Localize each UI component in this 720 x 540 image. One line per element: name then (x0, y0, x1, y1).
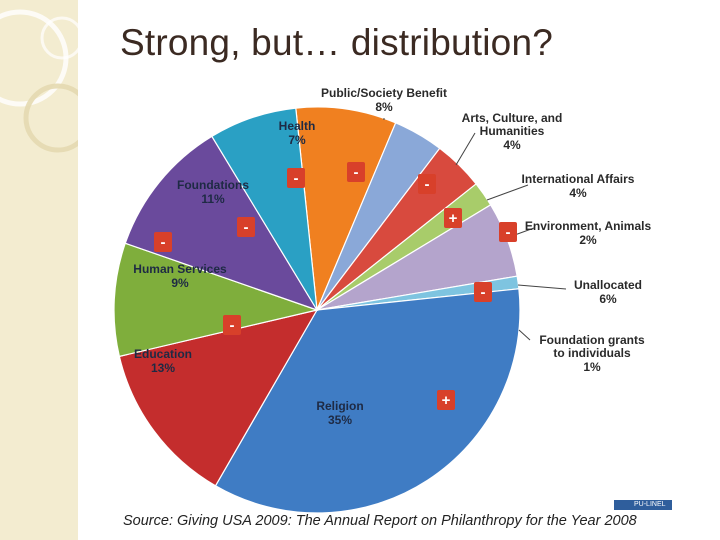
marker-box-arts-culture-and-humanities (418, 174, 436, 194)
slice-value-human-services: 9% (171, 276, 189, 290)
marker-box-foundations (237, 217, 255, 237)
marker-box-health (287, 168, 305, 188)
slice-label-line: Public/Society Benefit (321, 86, 447, 100)
slice-label-public-society-benefit: Public/Society Benefit 8% (321, 86, 447, 114)
slice-value-religion: 35% (328, 413, 352, 427)
decorative-circles (0, 9, 78, 153)
source-citation: Source: Giving USA 2009: The Annual Repo… (123, 513, 637, 529)
slice-label-line: Education (134, 347, 192, 361)
slice-value-foundation-grants-to-individuals: 1% (583, 360, 601, 374)
slice-label-line: Foundations (177, 178, 249, 192)
marker-box-environment-animals (499, 222, 517, 242)
pie-slice-public-society-benefit (295, 106, 397, 311)
marker-education: - (230, 317, 235, 334)
marker-environment-animals: - (506, 224, 511, 241)
slice-label-line: to individuals (553, 346, 631, 360)
leader-line-international-affairs (486, 184, 529, 201)
marker-human-services: - (161, 234, 166, 251)
slice-label-health: Health 7% (279, 119, 316, 147)
slice-label-line: Unallocated (574, 278, 642, 292)
marker-box-public-society-benefit (347, 162, 365, 182)
pie-slice-education (118, 309, 319, 487)
marker-box-human-services (154, 232, 172, 252)
leader-line-unallocated (517, 284, 567, 290)
slice-value-unallocated: 6% (599, 292, 617, 306)
slice-value-arts-culture-and-humanities: 4% (503, 138, 521, 152)
slice-label-line: Foundation grants (539, 333, 645, 347)
pie-slice-human-services (113, 242, 320, 358)
slice-value-environment-animals: 2% (579, 233, 597, 247)
decorative-side-strip (0, 0, 78, 540)
slice-value-international-affairs: 4% (569, 186, 587, 200)
pie-slice-health (211, 107, 318, 311)
leader-line-arts-culture-and-humanities (455, 132, 476, 166)
slice-label-foundation-grants-to-individuals: Foundation grants to individuals 1% (539, 333, 645, 374)
slice-value-public-society-benefit: 8% (375, 100, 393, 114)
source-badge-text: PU-LINEL (634, 501, 666, 508)
leader-line-foundation-grants-to-individuals (518, 329, 531, 341)
slice-label-foundations: Foundations 11% (177, 178, 249, 206)
slice-label-education: Education 13% (134, 347, 192, 375)
slice-label-human-services: Human Services 9% (133, 262, 227, 290)
marker-box-religion (437, 390, 455, 410)
source-badge (614, 500, 672, 510)
marker-box-international-affairs (444, 208, 462, 228)
marker-box-education (223, 315, 241, 335)
marker-unallocated: - (481, 284, 486, 301)
slice-label-line: International Affairs (522, 172, 635, 186)
slide-title: Strong, but… distribution? (120, 22, 553, 63)
slice-value-health: 7% (288, 133, 306, 147)
marker-arts-culture-and-humanities: - (425, 176, 430, 193)
slice-label-line: Arts, Culture, and (462, 111, 563, 125)
slice-label-line: Environment, Animals (525, 219, 652, 233)
marker-foundations: - (244, 219, 249, 236)
slice-label-line: Health (279, 119, 316, 133)
slice-label-arts-culture-and-humanities: Arts, Culture, and Humanities 4% (462, 111, 563, 152)
marker-religion: + (442, 392, 451, 409)
pie-slice-foundations (124, 135, 319, 312)
marker-international-affairs: + (449, 210, 458, 227)
marker-box-unallocated (474, 282, 492, 302)
slice-label-international-affairs: International Affairs 4% (522, 172, 635, 200)
slice-label-environment-animals: Environment, Animals 2% (525, 219, 652, 247)
slice-label-religion: Religion 35% (316, 399, 363, 427)
slice-label-line: Humanities (480, 124, 545, 138)
slice-label-line: Human Services (133, 262, 227, 276)
slice-label-unallocated: Unallocated 6% (574, 278, 642, 306)
marker-public-society-benefit: - (354, 164, 359, 181)
pie-slice-religion (214, 288, 521, 514)
slice-value-foundations: 11% (201, 192, 225, 206)
marker-health: - (294, 170, 299, 187)
slice-label-line: Religion (316, 399, 363, 413)
slice-value-education: 13% (151, 361, 175, 375)
